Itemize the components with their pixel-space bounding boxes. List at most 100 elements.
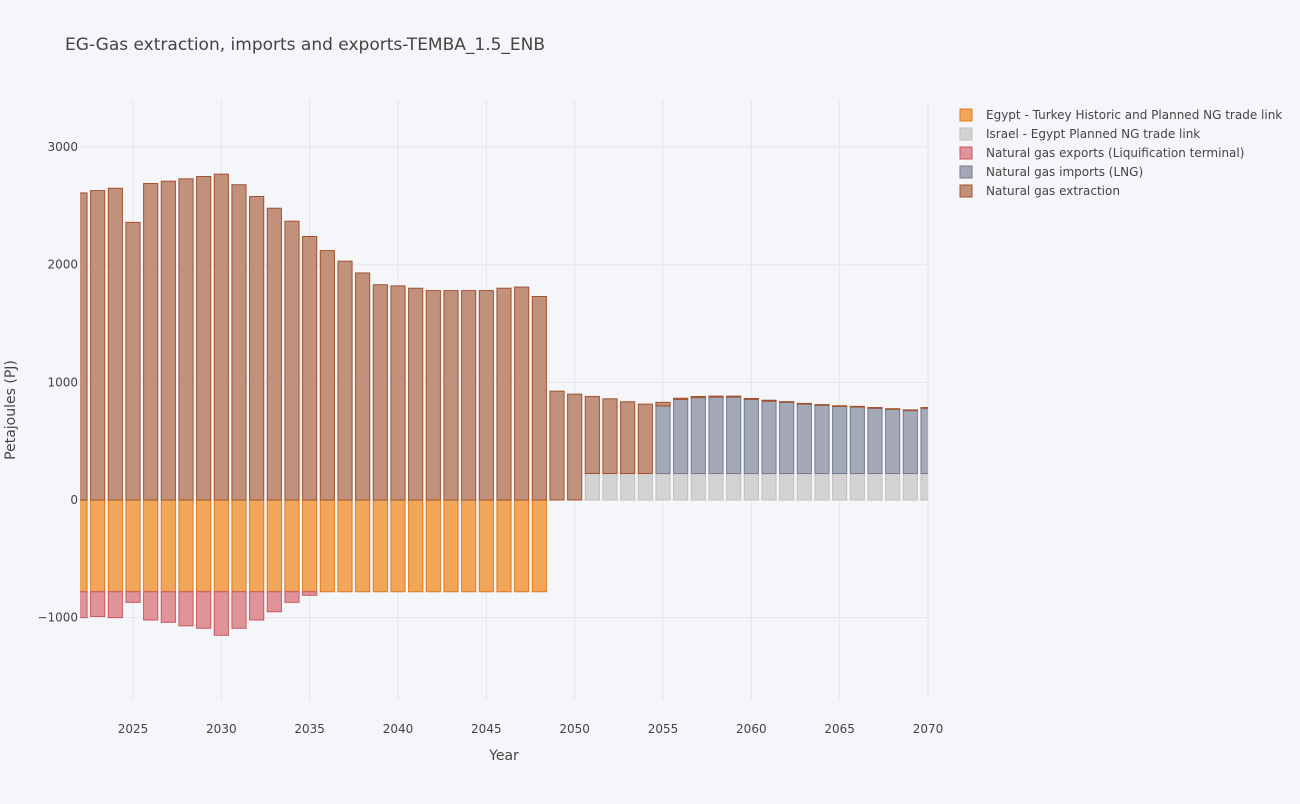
bar xyxy=(478,499,494,593)
y-tick-label: 3000 xyxy=(47,140,78,154)
bar xyxy=(178,499,194,593)
bar xyxy=(690,473,706,501)
bar xyxy=(726,396,742,475)
bar xyxy=(673,398,689,475)
bar xyxy=(885,408,901,475)
bar xyxy=(885,473,901,501)
bar xyxy=(637,473,653,501)
bar xyxy=(372,284,388,501)
bar xyxy=(355,272,371,501)
bar xyxy=(637,403,653,475)
bar xyxy=(902,473,918,501)
bar xyxy=(266,207,282,501)
x-tick-label: 2050 xyxy=(559,722,590,736)
bar xyxy=(390,499,406,593)
bar xyxy=(143,591,159,621)
y-tick-label: 1000 xyxy=(47,375,78,389)
legend-swatch xyxy=(959,146,973,160)
y-tick-label: 2000 xyxy=(47,258,78,272)
bar xyxy=(443,290,459,501)
legend-label: Natural gas exports (Liquification termi… xyxy=(986,146,1244,160)
legend-item[interactable]: Israel - Egypt Planned NG trade link xyxy=(959,127,1200,141)
bar xyxy=(814,404,830,475)
bar xyxy=(920,473,928,501)
bar xyxy=(761,400,777,475)
bar xyxy=(337,499,353,593)
bar xyxy=(319,250,335,501)
bar xyxy=(125,221,141,501)
legend[interactable]: Egypt - Turkey Historic and Planned NG t… xyxy=(959,108,1282,198)
bar xyxy=(319,499,335,593)
legend-label: Israel - Egypt Planned NG trade link xyxy=(986,127,1200,141)
ticks-layer: 2025 2030 2035 2040 2045 2050 2055 2060 2065 2070… xyxy=(37,140,943,736)
bar xyxy=(266,591,282,613)
bar xyxy=(708,395,724,398)
x-tick-label: 2045 xyxy=(471,722,502,736)
legend-swatch xyxy=(959,165,973,179)
bar xyxy=(779,473,795,501)
bar xyxy=(796,403,812,475)
bar xyxy=(80,192,88,501)
legend-item[interactable]: Natural gas exports (Liquification termi… xyxy=(959,146,1244,160)
legend-label: Egypt - Turkey Historic and Planned NG t… xyxy=(986,108,1282,122)
bar xyxy=(443,499,459,593)
bar xyxy=(920,407,928,475)
bar xyxy=(178,591,194,627)
bar xyxy=(302,235,318,501)
bar xyxy=(514,499,530,593)
bar xyxy=(355,499,371,593)
bar xyxy=(885,408,901,410)
legend-label: Natural gas extraction xyxy=(986,184,1120,198)
bar xyxy=(867,473,883,501)
bar xyxy=(779,401,795,403)
bar xyxy=(372,499,388,593)
bar xyxy=(213,173,229,501)
bar xyxy=(531,499,547,593)
bar xyxy=(761,473,777,501)
bar xyxy=(531,295,547,501)
bar xyxy=(584,395,600,475)
legend-label: Natural gas imports (LNG) xyxy=(986,165,1143,179)
bar xyxy=(849,405,865,408)
bar xyxy=(655,473,671,501)
bar xyxy=(761,399,777,402)
chart-title: EG-Gas extraction, imports and exports-T… xyxy=(65,35,545,55)
bar xyxy=(779,401,795,475)
bar xyxy=(673,473,689,501)
bar xyxy=(196,499,212,593)
bar xyxy=(143,499,159,593)
bar xyxy=(249,195,265,501)
x-tick-label: 2065 xyxy=(824,722,855,736)
bar xyxy=(584,473,600,501)
legend-swatch xyxy=(959,184,973,198)
bar xyxy=(408,499,424,593)
bar xyxy=(478,290,494,501)
legend-item[interactable]: Natural gas imports (LNG) xyxy=(959,165,1143,179)
legend-item[interactable]: Egypt - Turkey Historic and Planned NG t… xyxy=(959,108,1282,122)
bar xyxy=(726,395,742,398)
bar xyxy=(213,591,229,636)
bar xyxy=(231,591,247,629)
bar xyxy=(284,499,300,593)
bar xyxy=(107,591,123,619)
bar xyxy=(655,401,671,407)
legend-swatch xyxy=(959,127,973,141)
bar xyxy=(796,473,812,501)
legend-item[interactable]: Natural gas extraction xyxy=(959,184,1120,198)
bar xyxy=(90,499,106,593)
bar xyxy=(708,473,724,501)
bar xyxy=(90,190,106,501)
x-tick-label: 2025 xyxy=(118,722,149,736)
bar xyxy=(743,397,759,400)
bar xyxy=(814,404,830,406)
bar xyxy=(408,287,424,501)
bar xyxy=(920,407,928,409)
x-tick-label: 2030 xyxy=(206,722,237,736)
bar xyxy=(425,290,441,501)
bar xyxy=(849,406,865,475)
bar xyxy=(743,398,759,475)
bar xyxy=(425,499,441,593)
bar xyxy=(602,398,618,475)
x-tick-label: 2035 xyxy=(294,722,325,736)
